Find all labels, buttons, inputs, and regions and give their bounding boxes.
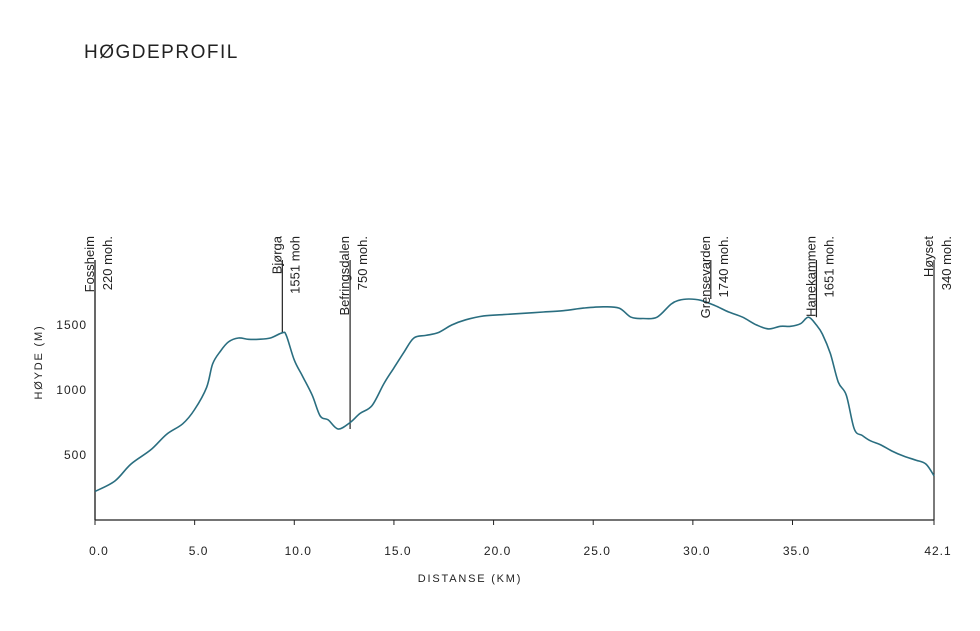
- waypoint-labels: Fossheim 220 moh. Bjørga 1551 moh Befringsda…: [82, 235, 954, 318]
- waypoint-elevation: 220 moh.: [100, 236, 115, 290]
- y-tick-labels: 500 1000 1500: [56, 318, 87, 462]
- x-tick-label: 15.0: [384, 544, 411, 558]
- waypoint-name: Hanekammen: [803, 236, 818, 317]
- waypoint-name: Fossheim: [82, 236, 97, 292]
- x-tick-label: 0.0: [89, 544, 109, 558]
- y-tick-label: 1000: [56, 383, 87, 397]
- waypoint-name: Befringsdalen: [337, 236, 352, 316]
- waypoint-lines: [94, 260, 935, 520]
- waypoint-elevation: 750 moh.: [355, 236, 370, 290]
- x-tick-label: 30.0: [683, 544, 710, 558]
- waypoint-elevation: 1740 moh.: [716, 236, 731, 297]
- profile-series: [94, 298, 935, 493]
- y-tick-label: 500: [64, 448, 87, 462]
- x-tick-label: 42.1: [924, 544, 951, 558]
- x-tick-labels: 0.0 5.0 10.0 15.0 20.0 25.0 30.0 35.0 42.1: [89, 520, 951, 558]
- x-tick-label: 25.0: [584, 544, 611, 558]
- x-tick-label: 20.0: [484, 544, 511, 558]
- waypoint-name: Grensevarden: [698, 236, 713, 318]
- elevation-line: [94, 298, 935, 493]
- chart-title: HØGDEPROFIL: [84, 42, 239, 63]
- waypoint-elevation: 1651 moh.: [821, 236, 836, 297]
- x-tick-label: 35.0: [783, 544, 810, 558]
- waypoint-name: Bjørga: [269, 235, 284, 274]
- y-axis-label: HØYDE (M): [33, 325, 45, 400]
- waypoint-name: Høyset: [921, 236, 936, 278]
- x-tick-label: 10.0: [285, 544, 312, 558]
- x-tick-label: 5.0: [189, 544, 209, 558]
- waypoint-elevation: 340 moh.: [939, 236, 954, 290]
- x-axis-label: DISTANSE (KM): [418, 573, 522, 585]
- waypoint-elevation: 1551 moh: [287, 236, 302, 294]
- y-tick-label: 1500: [56, 318, 87, 332]
